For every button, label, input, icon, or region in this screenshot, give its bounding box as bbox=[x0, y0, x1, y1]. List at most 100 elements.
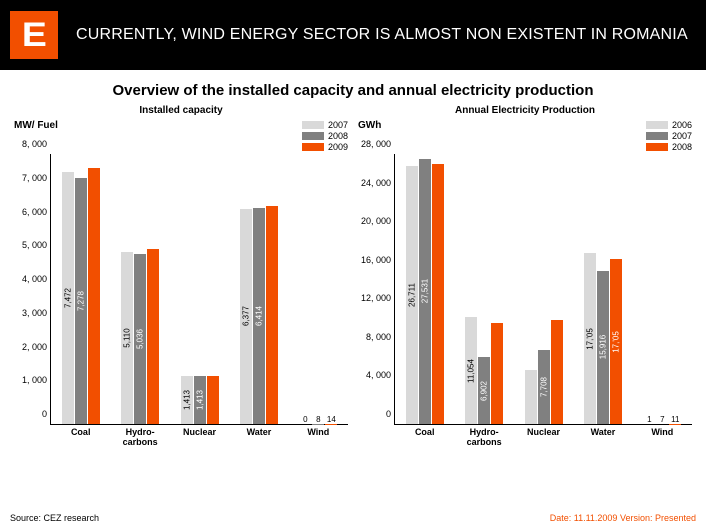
footer: Source: CEZ research Date: 11.11.2009 Ve… bbox=[10, 513, 696, 523]
bar bbox=[147, 249, 159, 425]
charts-row: Installed capacity MW/ Fuel 200720082009… bbox=[0, 105, 706, 425]
y-tick: 1, 000 bbox=[15, 375, 47, 385]
legend-swatch bbox=[302, 132, 324, 140]
legend-swatch bbox=[302, 143, 324, 151]
chart-annual-production: Annual Electricity Production GWh 2006 20… bbox=[358, 105, 692, 425]
bar: 7,472 bbox=[62, 172, 74, 424]
groups-left: 7,4727,278Coal5,1105,036Hydro-carbons1,4… bbox=[51, 154, 348, 424]
legend-swatch bbox=[302, 121, 324, 129]
bar-value-label: 8 bbox=[316, 415, 320, 424]
bar-group: 5,1105,036Hydro-carbons bbox=[110, 154, 169, 424]
bar-value-label: 0 bbox=[303, 415, 307, 424]
x-category-label: Wind bbox=[289, 424, 348, 438]
y-tick: 3, 000 bbox=[15, 308, 47, 318]
legend-item: 2009 bbox=[302, 142, 348, 152]
bar bbox=[525, 370, 537, 424]
x-category-label: Nuclear bbox=[514, 424, 573, 438]
legend-swatch bbox=[646, 143, 668, 151]
bar-value-label: 11,054 bbox=[467, 359, 476, 383]
bar-value-label: 11 bbox=[671, 415, 679, 424]
bar-value-label: 1,413 bbox=[182, 390, 191, 410]
legend-swatch bbox=[646, 121, 668, 129]
chart-title-right: Annual Electricity Production bbox=[358, 105, 692, 116]
legend-label: 2007 bbox=[328, 120, 348, 130]
bar: 6,377 bbox=[240, 209, 252, 424]
bar-value-label: 27,531 bbox=[420, 279, 429, 303]
bar-value-label: 17,'05 bbox=[585, 328, 594, 350]
legend-item: 2006 bbox=[646, 120, 692, 130]
x-category-label: Coal bbox=[51, 424, 110, 438]
bar: 1,413 bbox=[181, 376, 193, 424]
legend-label: 2008 bbox=[328, 131, 348, 141]
bar-group: 7,4727,278Coal bbox=[51, 154, 110, 424]
bar: 11,054 bbox=[465, 317, 477, 424]
bar: 6,902 bbox=[478, 357, 490, 424]
bar-value-label: 1 bbox=[647, 415, 651, 424]
bar: 5,036 bbox=[134, 254, 146, 424]
bar-group: 11,0546,902Hydro-carbons bbox=[454, 154, 513, 424]
x-category-label: Coal bbox=[395, 424, 454, 438]
bar: 1,413 bbox=[194, 376, 206, 424]
legend-label: 2006 bbox=[672, 120, 692, 130]
bar: 7,708 bbox=[538, 350, 550, 424]
bar: 15,916 bbox=[597, 271, 609, 424]
bar: 17,'05 bbox=[584, 253, 596, 424]
bar-value-label: 7 bbox=[660, 415, 664, 424]
plot-right: 26,71127,531Coal11,0546,902Hydro-carbons… bbox=[394, 154, 692, 425]
y-tick: 6, 000 bbox=[15, 207, 47, 217]
y-tick: 16, 000 bbox=[359, 255, 391, 265]
axis-label-right: GWh bbox=[358, 120, 381, 131]
bar bbox=[432, 164, 444, 424]
y-tick: 0 bbox=[359, 409, 391, 419]
bar bbox=[207, 376, 219, 424]
bar-value-label: 7,708 bbox=[539, 377, 548, 397]
bar-value-label: 5,036 bbox=[136, 329, 145, 349]
y-tick: 2, 000 bbox=[15, 342, 47, 352]
bar-group: 7,708Nuclear bbox=[514, 154, 573, 424]
bar-group: 1711Wind bbox=[633, 154, 692, 424]
bar-value-label: 5,110 bbox=[123, 328, 132, 347]
bar bbox=[551, 320, 563, 424]
bar bbox=[88, 168, 100, 425]
x-category-label: Water bbox=[573, 424, 632, 438]
bar: 5,110 bbox=[121, 252, 133, 424]
bar-group: 26,71127,531Coal bbox=[395, 154, 454, 424]
y-tick: 7, 000 bbox=[15, 173, 47, 183]
bar: 7,278 bbox=[75, 178, 87, 424]
legend-item: 2008 bbox=[302, 131, 348, 141]
footer-meta: Date: 11.11.2009 Version: Presented bbox=[550, 513, 696, 523]
legend-item: 2008 bbox=[646, 142, 692, 152]
y-tick: 8, 000 bbox=[359, 332, 391, 342]
x-category-label: Hydro-carbons bbox=[110, 424, 169, 448]
bar: 26,711 bbox=[406, 166, 418, 424]
x-category-label: Water bbox=[229, 424, 288, 438]
bar-value-label: 7,278 bbox=[76, 291, 85, 311]
legend-item: 2007 bbox=[302, 120, 348, 130]
chart-title-left: Installed capacity bbox=[14, 105, 348, 116]
y-tick: 5, 000 bbox=[15, 240, 47, 250]
bar-value-label: 7,472 bbox=[63, 288, 72, 308]
y-tick: 12, 000 bbox=[359, 293, 391, 303]
bar bbox=[491, 323, 503, 424]
logo-box: E bbox=[10, 11, 58, 59]
legend-left: 200720082009 bbox=[302, 120, 348, 152]
bar: 27,531 bbox=[419, 159, 431, 424]
subtitle: Overview of the installed capacity and a… bbox=[0, 82, 706, 99]
bar: 6,414 bbox=[253, 208, 265, 424]
bar-value-label: 17,'05 bbox=[611, 331, 620, 353]
header-bar: E CURRENTLY, WIND ENERGY SECTOR IS ALMOS… bbox=[0, 0, 706, 70]
bar-value-label: 1,413 bbox=[195, 390, 204, 410]
legend-label: 2008 bbox=[672, 142, 692, 152]
bar: 17,'05 bbox=[610, 259, 622, 424]
y-tick: 8, 000 bbox=[15, 139, 47, 149]
legend-label: 2009 bbox=[328, 142, 348, 152]
bar-group: 6,3776,414Water bbox=[229, 154, 288, 424]
bar-value-label: 15,916 bbox=[598, 335, 607, 359]
groups-right: 26,71127,531Coal11,0546,902Hydro-carbons… bbox=[395, 154, 692, 424]
plot-left: 7,4727,278Coal5,1105,036Hydro-carbons1,4… bbox=[50, 154, 348, 425]
bar-group: 1,4131,413Nuclear bbox=[170, 154, 229, 424]
y-tick: 4, 000 bbox=[15, 274, 47, 284]
chart-installed-capacity: Installed capacity MW/ Fuel 200720082009… bbox=[14, 105, 348, 425]
bar-group: 17,'0515,91617,'05Water bbox=[573, 154, 632, 424]
logo-letter: E bbox=[22, 18, 47, 52]
